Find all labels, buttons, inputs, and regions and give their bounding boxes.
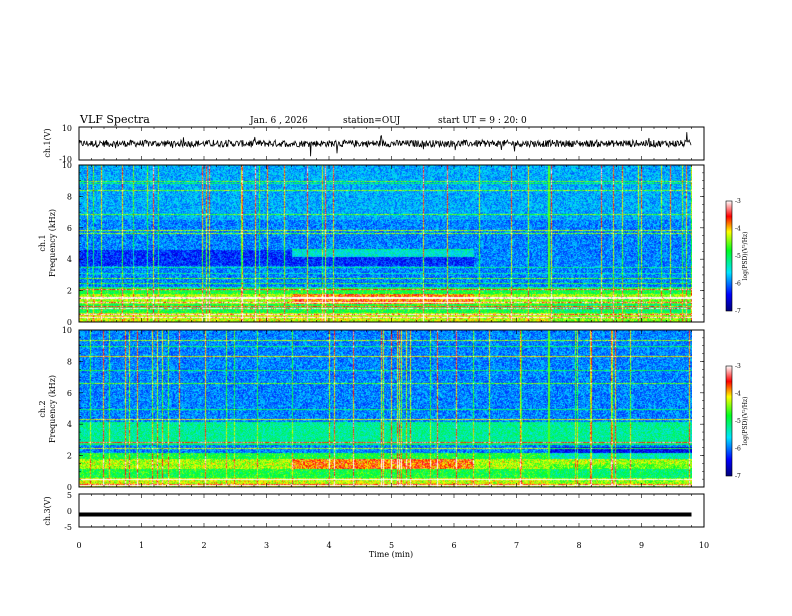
ch1-ytick-top: 10 — [62, 124, 72, 133]
ch3-ytick-mid: 0 — [67, 507, 72, 516]
ch3-ytick-bottom: -5 — [64, 523, 72, 532]
ch1-colorbar-gradient — [725, 200, 733, 312]
ch3-waveform-ticks — [78, 494, 705, 527]
freq-tick-label: 4 — [67, 420, 72, 429]
ch1-colorbar-label: log(PSD)(V²/Hz) — [742, 232, 749, 281]
ch1-spec-channel-label: ch.1 — [38, 234, 47, 251]
freq-tick-label: 10 — [62, 326, 72, 335]
ch1-waveform-panel: 10 -10 ch.1(V) — [43, 124, 705, 164]
x-tick-label: 9 — [639, 541, 644, 550]
colorbar-tick-label: -6 — [735, 281, 741, 288]
x-tick-label: 8 — [576, 541, 581, 550]
start-time-label: start UT = 9 : 20: 0 — [438, 116, 527, 126]
freq-tick-label: 0 — [67, 318, 72, 327]
colorbar-tick-label: -5 — [735, 418, 741, 425]
ch1-ytick-bottom: -10 — [59, 155, 72, 164]
x-tick-label: 0 — [76, 541, 81, 550]
colorbar-tick-label: -4 — [735, 391, 741, 398]
ch2-colorbar-gradient — [725, 365, 733, 477]
freq-tick-label: 4 — [67, 255, 72, 264]
x-tick-label: 1 — [139, 541, 144, 550]
freq-tick-label: 8 — [67, 192, 72, 201]
freq-tick-label: 8 — [67, 357, 72, 366]
ch1-spectrogram-panel: 10 8 6 4 2 0 ch.1 Frequency (kHz) — [38, 161, 705, 327]
colorbar-tick-label: -6 — [735, 446, 741, 453]
ch1-spectrogram-image — [79, 165, 692, 322]
x-tick-label: 7 — [514, 541, 519, 550]
x-tick-label: 6 — [451, 541, 456, 550]
x-tick-labels: 0 1 2 3 4 5 6 7 8 9 10 — [76, 541, 709, 550]
ch3-waveform-frame — [78, 493, 705, 528]
x-tick-label: 4 — [326, 541, 331, 550]
ch2-colorbar: -3 -4 -5 -6 -7 log(PSD)(V²/Hz) — [725, 363, 749, 480]
figure-title: VLF Spectra — [79, 113, 150, 126]
ch2-spectrogram-panel: 10 8 6 4 2 0 ch.2 Frequency (kHz) — [38, 326, 705, 492]
x-axis-label: Time (min) — [369, 550, 413, 559]
freq-tick-label: 10 — [62, 161, 72, 170]
ch3-ytick-top: 5 — [67, 491, 72, 500]
freq-tick-label: 0 — [67, 483, 72, 492]
ch3-waveform-panel: 5 0 -5 ch.3(V) — [43, 491, 705, 532]
x-tick-label: 5 — [389, 541, 394, 550]
freq-tick-label: 6 — [67, 389, 72, 398]
colorbar-tick-label: -3 — [735, 198, 741, 205]
ch2-spectrogram-ticks — [78, 330, 705, 487]
ch1-colorbar-ticks: -3 -4 -5 -6 -7 — [735, 198, 741, 315]
ch1-waveform-ticks — [78, 127, 705, 160]
ch1-spectrogram-yticks: 10 8 6 4 2 0 — [62, 161, 704, 327]
x-tick-label: 3 — [264, 541, 269, 550]
x-tick-label: 10 — [699, 541, 709, 550]
colorbar-tick-label: -7 — [735, 308, 741, 315]
colorbar-tick-label: -4 — [735, 226, 741, 233]
ch1-spec-ylabel: Frequency (kHz) — [48, 209, 57, 277]
ch2-spec-channel-label: ch.2 — [38, 400, 47, 417]
ch1-colorbar: -3 -4 -5 -6 -7 log(PSD)(V²/Hz) — [725, 198, 749, 315]
x-tick-label: 2 — [201, 541, 206, 550]
ch1-waveform-trace — [78, 132, 692, 157]
freq-tick-label: 6 — [67, 224, 72, 233]
station-label: station=OUJ — [343, 116, 401, 126]
colorbar-tick-label: -5 — [735, 253, 741, 260]
ch1-ylabel: ch.1(V) — [43, 128, 52, 157]
date-label: Jan. 6 , 2026 — [249, 116, 308, 126]
ch2-colorbar-label: log(PSD)(V²/Hz) — [742, 397, 749, 446]
freq-tick-label: 2 — [67, 452, 72, 461]
ch3-ylabel: ch.3(V) — [43, 496, 52, 525]
colorbar-tick-label: -7 — [735, 473, 741, 480]
freq-tick-label: 2 — [67, 287, 72, 296]
ch2-spectrogram-image — [79, 330, 692, 487]
colorbar-tick-label: -3 — [735, 363, 741, 370]
ch1-spectrogram-ticks — [78, 165, 705, 322]
ch2-spectrogram-yticks: 10 8 6 4 2 0 — [62, 326, 704, 492]
ch2-colorbar-ticks: -3 -4 -5 -6 -7 — [735, 363, 741, 480]
ch2-spec-ylabel: Frequency (kHz) — [48, 375, 57, 443]
